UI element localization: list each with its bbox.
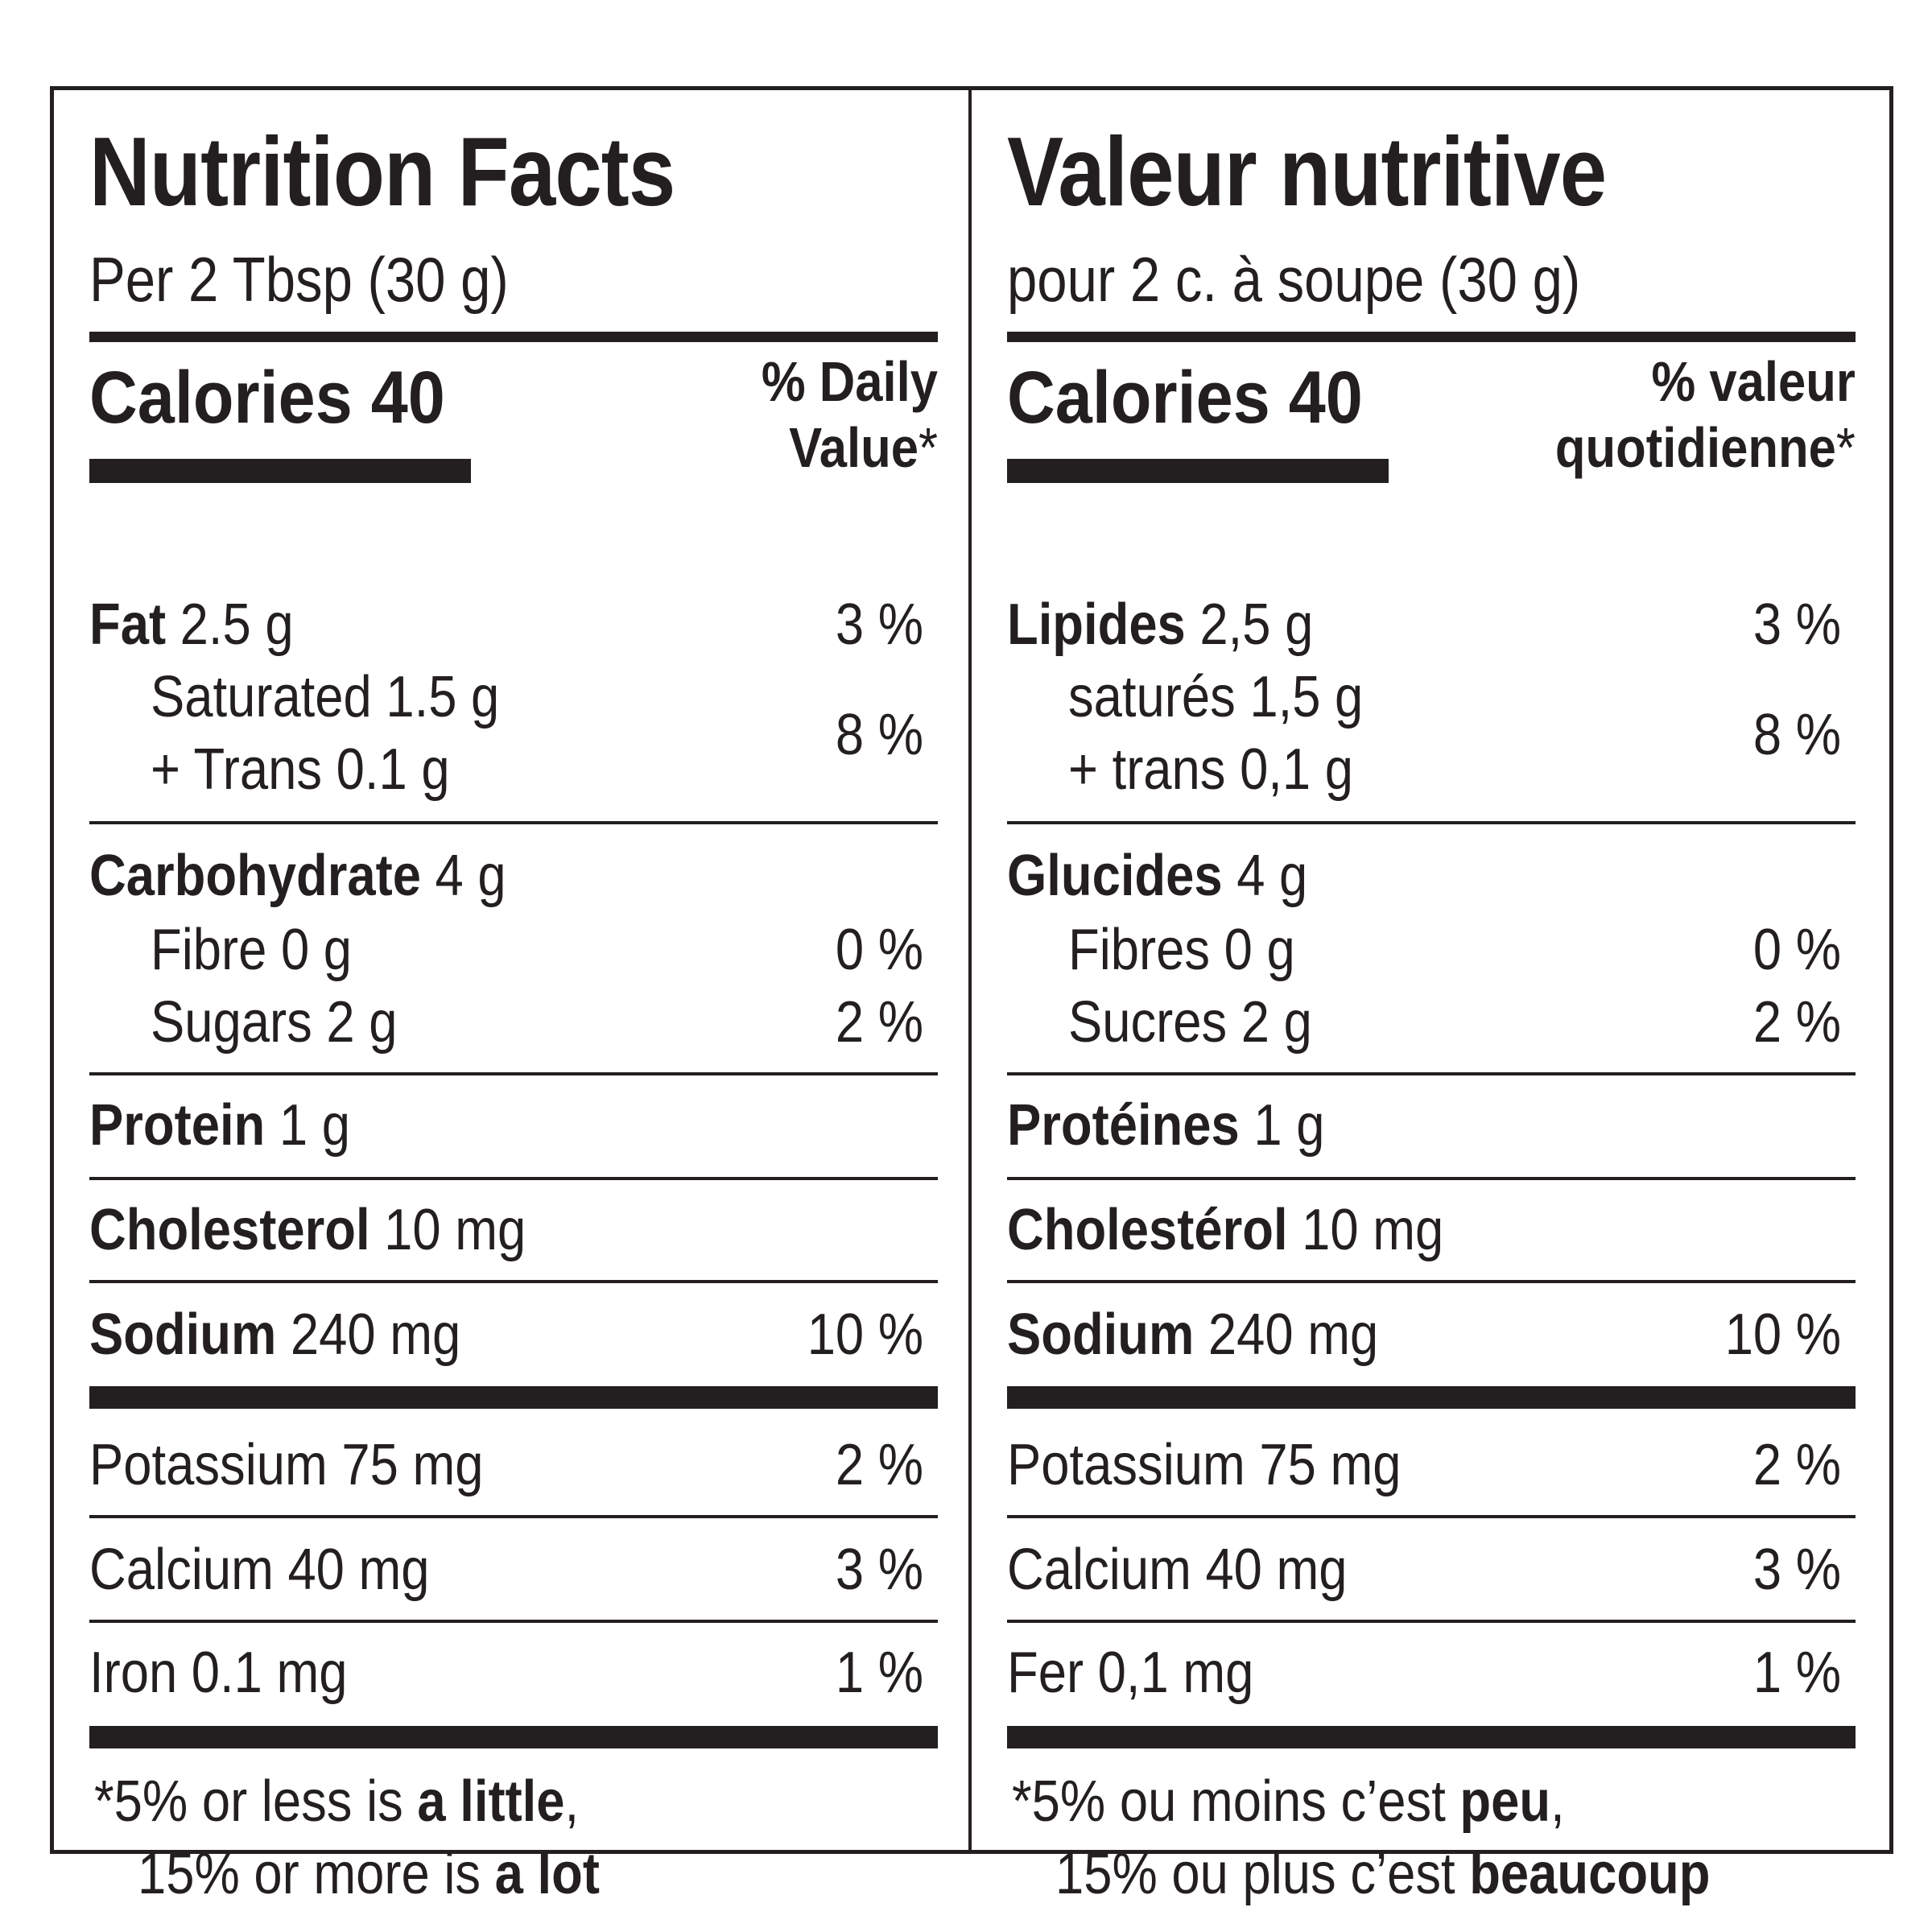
calories-value: 40 [1288, 357, 1363, 439]
rule [89, 1177, 938, 1180]
calories: Calories 40 [89, 361, 445, 435]
daily-value-header: % Daily Value* [761, 350, 938, 479]
rule-thick [89, 1386, 938, 1409]
daily-value-header: % valeur quotidienne* [1554, 350, 1856, 479]
potassium-row: Potassium 75 mg [89, 1433, 484, 1497]
fat-pct: 3 % [1752, 592, 1841, 657]
iron-pct: 1 % [835, 1641, 923, 1705]
saturated-row: saturés 1,5 g [1068, 665, 1364, 729]
fat-pct: 3 % [835, 592, 923, 657]
calories-underline [89, 459, 471, 483]
panel-title: Valeur nutritive [1007, 117, 1607, 226]
fat-row: Lipides 2,5 g [1007, 592, 1314, 657]
potassium-pct: 2 % [835, 1433, 923, 1497]
cholesterol-row: Cholesterol 10 mg [89, 1198, 526, 1262]
sugars-pct: 2 % [835, 990, 923, 1055]
footnote-line-2: 15% ou plus c’est beaucoup [1055, 1842, 1711, 1906]
carbohydrate-row: Glucides 4 g [1007, 844, 1308, 908]
rule [89, 821, 938, 824]
potassium-row: Potassium 75 mg [1007, 1433, 1402, 1497]
sodium-pct: 10 % [1724, 1302, 1841, 1367]
protein-row: Protein 1 g [89, 1093, 350, 1158]
rule [89, 1072, 938, 1075]
footnote-line-2: 15% or more is a lot [138, 1842, 600, 1906]
sodium-row: Sodium 240 mg [89, 1302, 461, 1367]
rule-thick [1007, 1726, 1856, 1748]
iron-row: Iron 0.1 mg [89, 1641, 348, 1705]
calories-underline [1007, 459, 1389, 483]
calories: Calories 40 [1007, 361, 1363, 435]
nutrition-label: Nutrition Facts Per 2 Tbsp (30 g) Calori… [50, 86, 1893, 1903]
fibre-pct: 0 % [1752, 918, 1841, 982]
fibre-row: Fibre 0 g [151, 918, 353, 982]
cholesterol-row: Cholestérol 10 mg [1007, 1198, 1444, 1262]
fibre-pct: 0 % [835, 918, 923, 982]
panel-french: Valeur nutritive pour 2 c. à soupe (30 g… [972, 90, 1886, 1903]
iron-pct: 1 % [1752, 1641, 1841, 1705]
rule [1007, 1515, 1856, 1518]
calcium-pct: 3 % [835, 1538, 923, 1602]
calories-value: 40 [370, 357, 445, 439]
rule [89, 1515, 938, 1518]
sat-trans-pct: 8 % [835, 703, 923, 767]
calcium-pct: 3 % [1752, 1538, 1841, 1602]
sugars-row: Sucres 2 g [1068, 990, 1312, 1055]
footnote-line-1: *5% or less is a little, [94, 1769, 580, 1834]
potassium-pct: 2 % [1752, 1433, 1841, 1497]
sodium-pct: 10 % [807, 1302, 923, 1367]
rule [1007, 1177, 1856, 1180]
rule [1007, 1072, 1856, 1075]
column-divider [968, 90, 972, 1850]
saturated-row: Saturated 1.5 g [151, 665, 500, 729]
trans-row: + Trans 0.1 g [151, 737, 450, 802]
calcium-row: Calcium 40 mg [1007, 1538, 1348, 1602]
trans-row: + trans 0,1 g [1068, 737, 1353, 802]
sugars-row: Sugars 2 g [151, 990, 398, 1055]
panel-english: Nutrition Facts Per 2 Tbsp (30 g) Calori… [54, 90, 968, 1903]
rule [1007, 1280, 1856, 1283]
sugars-pct: 2 % [1752, 990, 1841, 1055]
calories-label: Calories [89, 357, 353, 439]
serving-size: Per 2 Tbsp (30 g) [89, 244, 509, 315]
fibre-row: Fibres 0 g [1068, 918, 1295, 982]
rule [1007, 1620, 1856, 1623]
rule-top [89, 332, 938, 342]
serving-size: pour 2 c. à soupe (30 g) [1007, 244, 1581, 315]
rule [1007, 821, 1856, 824]
fat-row: Fat 2.5 g [89, 592, 294, 657]
footnote-line-1: *5% ou moins c’est peu, [1012, 1769, 1565, 1834]
rule [89, 1280, 938, 1283]
panel-title: Nutrition Facts [89, 117, 675, 226]
sodium-row: Sodium 240 mg [1007, 1302, 1379, 1367]
protein-row: Protéines 1 g [1007, 1093, 1325, 1158]
iron-row: Fer 0,1 mg [1007, 1641, 1254, 1705]
calcium-row: Calcium 40 mg [89, 1538, 430, 1602]
rule-top [1007, 332, 1856, 342]
calories-label: Calories [1007, 357, 1270, 439]
rule-thick [1007, 1386, 1856, 1409]
rule [89, 1620, 938, 1623]
rule-thick [89, 1726, 938, 1748]
sat-trans-pct: 8 % [1752, 703, 1841, 767]
carbohydrate-row: Carbohydrate 4 g [89, 844, 506, 908]
